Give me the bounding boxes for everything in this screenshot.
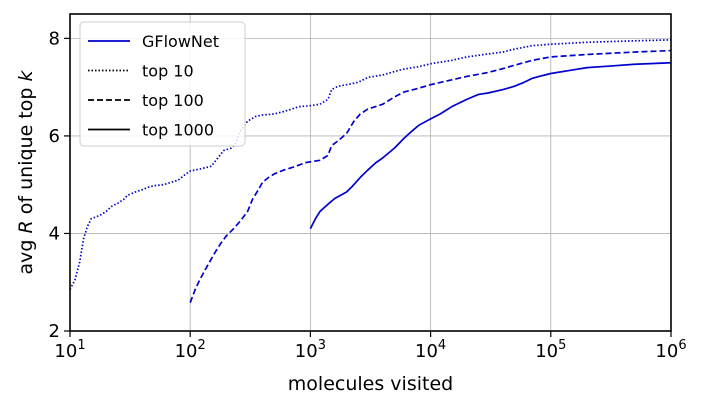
x-tick-label-exponent: 6 <box>678 338 686 353</box>
plot-frame <box>69 13 672 332</box>
legend: GFlowNet top 10 top 100 top 1000 <box>79 21 246 147</box>
y-tick-label: 4 <box>49 223 60 244</box>
x-tick-label-base: 10 <box>295 341 318 362</box>
y-axis-label-mid: of unique top <box>15 82 37 221</box>
x-tick-label-base: 10 <box>54 341 77 362</box>
x-tick-label-exponent: 3 <box>318 338 326 353</box>
y-tick-label: 2 <box>49 321 60 342</box>
y-axis-label-k: k <box>15 70 37 82</box>
x-tick-label-base: 10 <box>655 341 678 362</box>
legend-label: top 10 <box>142 62 194 81</box>
x-tick-label-exponent: 5 <box>558 338 566 353</box>
y-axis-label-prefix: avg <box>15 233 37 274</box>
x-tick-label-exponent: 1 <box>77 338 85 353</box>
series-line-top-10 <box>69 39 672 290</box>
y-axis-label-r: R <box>15 220 37 233</box>
x-tick-label: 105 <box>535 338 566 362</box>
legend-box <box>79 21 246 147</box>
x-tick-label-exponent: 2 <box>198 338 206 353</box>
y-axis-label: avg R of unique top k <box>15 70 37 275</box>
series-lines <box>69 39 672 304</box>
y-tick-label: 8 <box>49 28 60 49</box>
x-tick-label-base: 10 <box>535 341 558 362</box>
x-tick-label: 102 <box>175 338 206 362</box>
series-line-top-100 <box>189 49 672 304</box>
x-tick-label: 101 <box>54 338 85 362</box>
x-tick-label: 103 <box>295 338 326 362</box>
x-tick-label-base: 10 <box>175 341 198 362</box>
x-axis-label: molecules visited <box>288 373 453 395</box>
legend-label: GFlowNet <box>142 32 219 51</box>
x-tick-label-exponent: 4 <box>438 338 446 353</box>
x-tick-label-base: 10 <box>415 341 438 362</box>
legend-label: top 100 <box>142 91 204 110</box>
legend-label: top 1000 <box>142 121 214 140</box>
y-tick-label: 6 <box>49 126 60 147</box>
series-line-top-1000 <box>309 61 672 229</box>
x-tick-label: 106 <box>655 338 686 362</box>
x-tick-label: 104 <box>415 338 446 362</box>
